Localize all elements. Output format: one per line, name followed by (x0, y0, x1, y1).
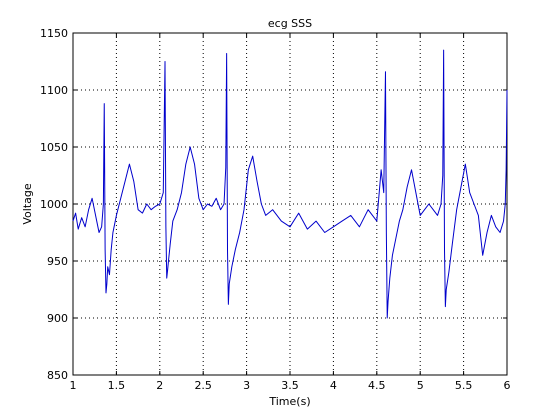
y-tick-label: 900 (47, 312, 68, 325)
x-tick-label: 3.5 (281, 379, 299, 392)
x-tick-label: 2 (156, 379, 163, 392)
grid-lines (73, 33, 507, 375)
x-tick-label: 4 (330, 379, 337, 392)
y-tick-label: 1150 (40, 27, 68, 40)
series-layer (72, 49, 508, 319)
x-tick-label: 5.5 (455, 379, 473, 392)
x-tick-label: 3 (243, 379, 250, 392)
x-tick-label: 4.5 (368, 379, 386, 392)
x-tick-label: 1 (70, 379, 77, 392)
y-tick-label: 1100 (40, 84, 68, 97)
series-line (72, 49, 508, 319)
chart-title: ecg SSS (268, 17, 312, 30)
x-axis-label: Time(s) (268, 395, 310, 408)
x-tick-label: 5 (417, 379, 424, 392)
x-tick-label: 6 (504, 379, 511, 392)
y-axis-label: Voltage (21, 183, 34, 224)
y-tick-label: 850 (47, 369, 68, 382)
axis-ticks: 1 1.5 2 2.5 3 3.5 4 4.5 5 5.5 6 850 900 950 1000 1050 11… (40, 27, 511, 392)
x-tick-label: 1.5 (108, 379, 126, 392)
y-tick-label: 1050 (40, 141, 68, 154)
y-tick-label: 950 (47, 255, 68, 268)
y-tick-label: 1000 (40, 198, 68, 211)
x-tick-label: 2.5 (194, 379, 212, 392)
